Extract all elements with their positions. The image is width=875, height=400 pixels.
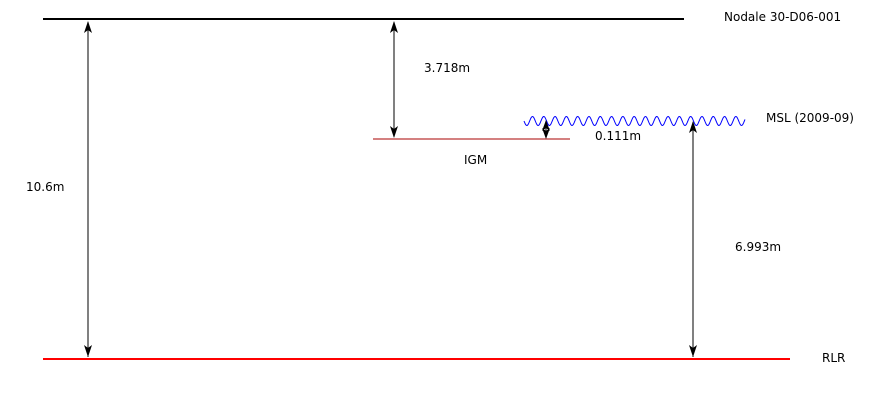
msl-wave-line [523,115,746,127]
arrow-igm-to-msl [542,120,550,139]
igm-label: IGM [464,153,488,167]
distance-igm-to-msl: 0.111m [595,129,642,143]
distance-benchmark-to-rlr: 10.6m [26,180,65,194]
distance-benchmark-to-igm: 3.718m [424,61,471,75]
msl-label: MSL (2009-09) [766,111,854,125]
arrow-msl-to-rlr [689,121,697,357]
arrow-benchmark-to-igm [390,21,398,138]
rlr-label: RLR [822,351,846,365]
benchmark-label: Nodale 30-D06-001 [724,10,842,24]
arrow-benchmark-to-rlr [84,21,92,357]
distance-msl-to-rlr: 6.993m [735,240,782,254]
